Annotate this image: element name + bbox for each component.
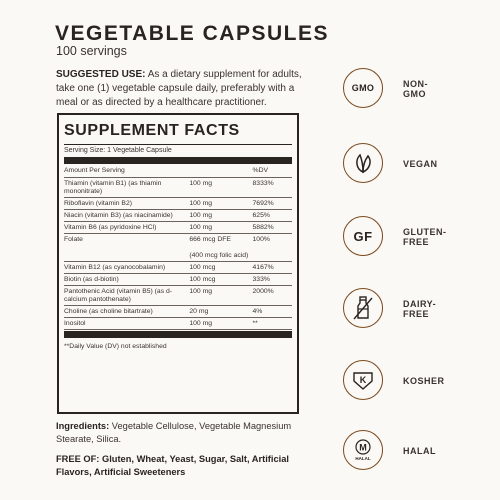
product-title: VEGETABLE CAPSULES — [55, 22, 329, 45]
badge-label-line2: GMO — [403, 89, 426, 99]
kosher-icon: K — [343, 360, 383, 400]
badge-label-line1: GLUTEN- — [403, 227, 447, 237]
nutrient-dv: 7692% — [252, 200, 274, 207]
badge-non-gmo: GMO NON- GMO — [343, 68, 463, 108]
nutrient-name: Vitamin B12 (as cyanocobalamin) — [64, 264, 166, 271]
badge-kosher: K KOSHER — [343, 360, 463, 400]
suggested-use-label: SUGGESTED USE: — [56, 69, 146, 80]
supplement-facts-panel: SUPPLEMENT FACTS Serving Size: 1 Vegetab… — [57, 113, 299, 414]
nutrient-dv: 100% — [252, 236, 270, 243]
nutrient-amount: 100 mg — [189, 288, 213, 295]
nutrient-row: Niacin (vitamin B3) (as niacinamide) 100 … — [64, 210, 292, 222]
nutrient-dv: 2000% — [252, 288, 274, 295]
badge-dairy-free: DAIRY- FREE — [343, 288, 463, 328]
vegan-leaf-icon — [343, 143, 383, 183]
nutrient-row: Thiamin (vitamin B1) (as thiamin mononit… — [64, 178, 292, 198]
nutrient-name: Folate — [64, 236, 83, 243]
nutrient-name: Vitamin B6 (as pyridoxine HCl) — [64, 224, 157, 231]
halal-symbol: M — [359, 443, 367, 453]
nutrient-dv: 333% — [252, 276, 270, 283]
ingredients-label: Ingredients: — [56, 421, 110, 431]
nutrient-name: Pantothenic Acid (vitamin B5) (as d-calc… — [64, 288, 173, 303]
nutrient-amount: 100 mg — [189, 224, 213, 231]
nutrient-name: Riboflavin (vitamin B2) — [64, 200, 132, 207]
badge-label-line1: KOSHER — [403, 376, 445, 386]
badge-gluten-free: GF GLUTEN- FREE — [343, 216, 463, 256]
badge-label-line1: NON- — [403, 79, 428, 89]
nutrient-amount: 100 mg — [189, 180, 213, 187]
column-header-amount-per-serving: Amount Per Serving — [64, 166, 125, 174]
non-gmo-icon: GMO — [343, 68, 383, 108]
nutrient-dv: 4167% — [252, 264, 274, 271]
facts-rows: Thiamin (vitamin B1) (as thiamin mononit… — [64, 178, 292, 330]
servings-count: 100 servings — [56, 44, 127, 58]
nutrient-dv: 625% — [252, 212, 270, 219]
column-header-dv: %DV — [252, 166, 269, 174]
badge-label-line1: HALAL — [403, 446, 436, 456]
nutrient-row: Vitamin B12 (as cyanocobalamin) 100 mcg 41… — [64, 262, 292, 274]
nutrient-amount: 100 mg — [189, 320, 213, 327]
nutrient-row: Pantothenic Acid (vitamin B5) (as d-calc… — [64, 286, 292, 306]
badge-label-line2: FREE — [403, 309, 430, 319]
nutrient-name: Choline (as choline bitartrate) — [64, 308, 153, 315]
gmo-symbol: GMO — [351, 83, 375, 93]
serving-size: Serving Size: 1 Vegetable Capsule — [64, 147, 172, 154]
nutrient-row: Riboflavin (vitamin B2) 100 mg 7692% — [64, 198, 292, 210]
nutrient-amount: 100 mcg — [189, 276, 216, 283]
badge-vegan: VEGAN — [343, 143, 463, 183]
nutrient-name: Thiamin (vitamin B1) (as thiamin mononit… — [64, 180, 162, 195]
facts-divider — [64, 144, 292, 145]
nutrient-amount: 666 mcg DFE (400 mcg folic acid) — [189, 236, 249, 259]
nutrient-dv: 4% — [252, 308, 263, 315]
gf-symbol: GF — [353, 228, 373, 244]
nutrient-name: Inositol — [64, 320, 86, 327]
suggested-use-text: As a dietary supplement for adults, take… — [56, 69, 302, 108]
badge-halal: M HALAL HALAL — [343, 430, 463, 470]
supplement-facts-title: SUPPLEMENT FACTS — [64, 122, 240, 139]
nutrient-row: Folate 666 mcg DFE (400 mcg folic acid) 10… — [64, 234, 292, 262]
suggested-use: SUGGESTED USE: As a dietary supplement f… — [56, 68, 311, 110]
nutrient-amount: 100 mg — [189, 212, 213, 219]
nutrient-amount: 20 mg — [189, 308, 209, 315]
halal-icon: M HALAL — [343, 430, 383, 470]
nutrient-row: Choline (as choline bitartrate) 20 mg 4% — [64, 306, 292, 318]
facts-bottom-divider — [64, 331, 292, 338]
nutrient-name: Biotin (as d-biotin) — [64, 276, 119, 283]
ingredients-text: Vegetable Cellulose, Vegetable Magnesium… — [56, 421, 292, 444]
facts-header-row: Amount Per Serving %DV — [64, 164, 292, 178]
nutrient-dv: 8333% — [252, 180, 274, 187]
halal-seal-text: HALAL — [355, 456, 370, 461]
badge-label-line1: VEGAN — [403, 159, 438, 169]
gluten-free-icon: GF — [343, 216, 383, 256]
nutrient-amount: 100 mg — [189, 200, 213, 207]
badge-label-line2: FREE — [403, 237, 430, 247]
kosher-symbol: K — [360, 375, 367, 385]
dairy-free-bottle-icon — [343, 288, 383, 328]
nutrient-dv: 5882% — [252, 224, 274, 231]
nutrient-dv: ** — [252, 320, 258, 327]
nutrient-row: Biotin (as d-biotin) 100 mcg 333% — [64, 274, 292, 286]
nutrient-name: Niacin (vitamin B3) (as niacinamide) — [64, 212, 173, 219]
badge-label-line1: DAIRY- — [403, 299, 437, 309]
ingredients: Ingredients: Vegetable Cellulose, Vegeta… — [56, 420, 321, 446]
free-of-text: FREE OF: Gluten, Wheat, Yeast, Sugar, Sa… — [56, 454, 289, 477]
facts-footnote: **Daily Value (DV) not established — [64, 343, 167, 350]
facts-thick-divider — [64, 157, 292, 164]
nutrient-row: Vitamin B6 (as pyridoxine HCl) 100 mg 5882… — [64, 222, 292, 234]
nutrient-row: Inositol 100 mg ** — [64, 318, 292, 330]
nutrient-amount: 100 mcg — [189, 264, 216, 271]
